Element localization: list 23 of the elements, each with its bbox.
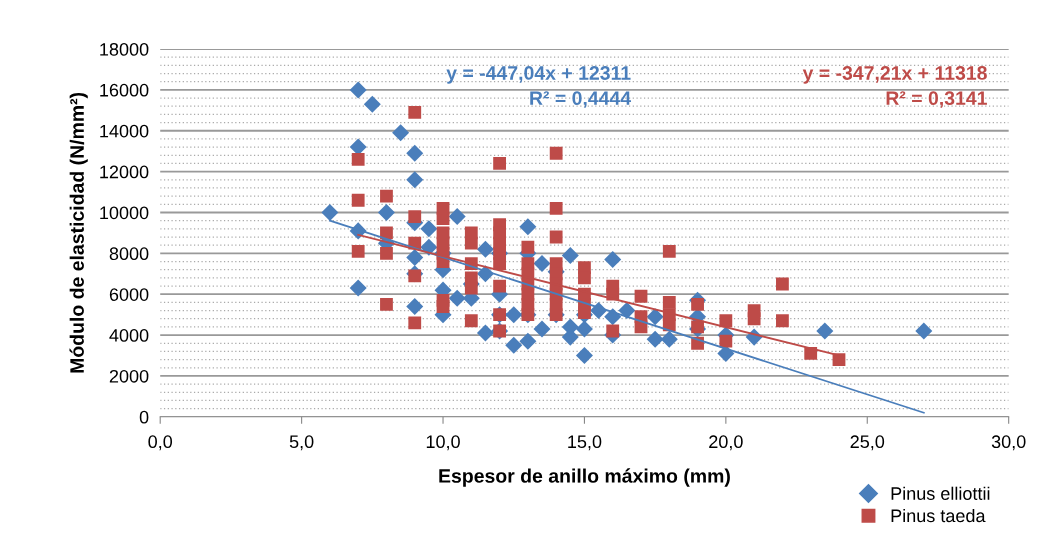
legend-label: Pinus taeda (891, 508, 986, 523)
x-tick-label: 30,0 (991, 435, 1026, 451)
y-tick-label: 12000 (100, 165, 149, 179)
annotation: y = -447,04x + 12311 R² = 0,4444 (446, 66, 632, 108)
x-tick-label: 15,0 (568, 435, 602, 451)
y-tick-label: 6000 (109, 288, 149, 301)
y-tick-label: 16000 (100, 83, 149, 97)
y-tick-label: 14000 (100, 124, 149, 138)
y-tick-label: 18000 (100, 42, 149, 56)
y-tick-label: 2000 (109, 369, 149, 383)
y-tick-label: 0 (139, 410, 149, 424)
x-tick-label: 25,0 (850, 435, 885, 451)
x-axis-title: Espesor de anillo máximo (mm) (439, 468, 730, 487)
legend-label: Pinus elliottii (891, 486, 990, 500)
x-tick-label: 0,0 (148, 435, 173, 451)
y-axis-title: Módulo de elasticidad (N/mm²) (69, 92, 88, 373)
x-tick-label: 20,0 (709, 435, 743, 451)
x-tick-label: 5,0 (289, 435, 314, 451)
y-tick-label: 10000 (100, 206, 149, 220)
y-tick-label: 4000 (109, 329, 149, 342)
annotation: y = -347,21x + 11318 R² = 0,3141 (802, 66, 987, 108)
y-tick-label: 8000 (109, 247, 149, 261)
x-tick-label: 10,0 (426, 435, 460, 451)
